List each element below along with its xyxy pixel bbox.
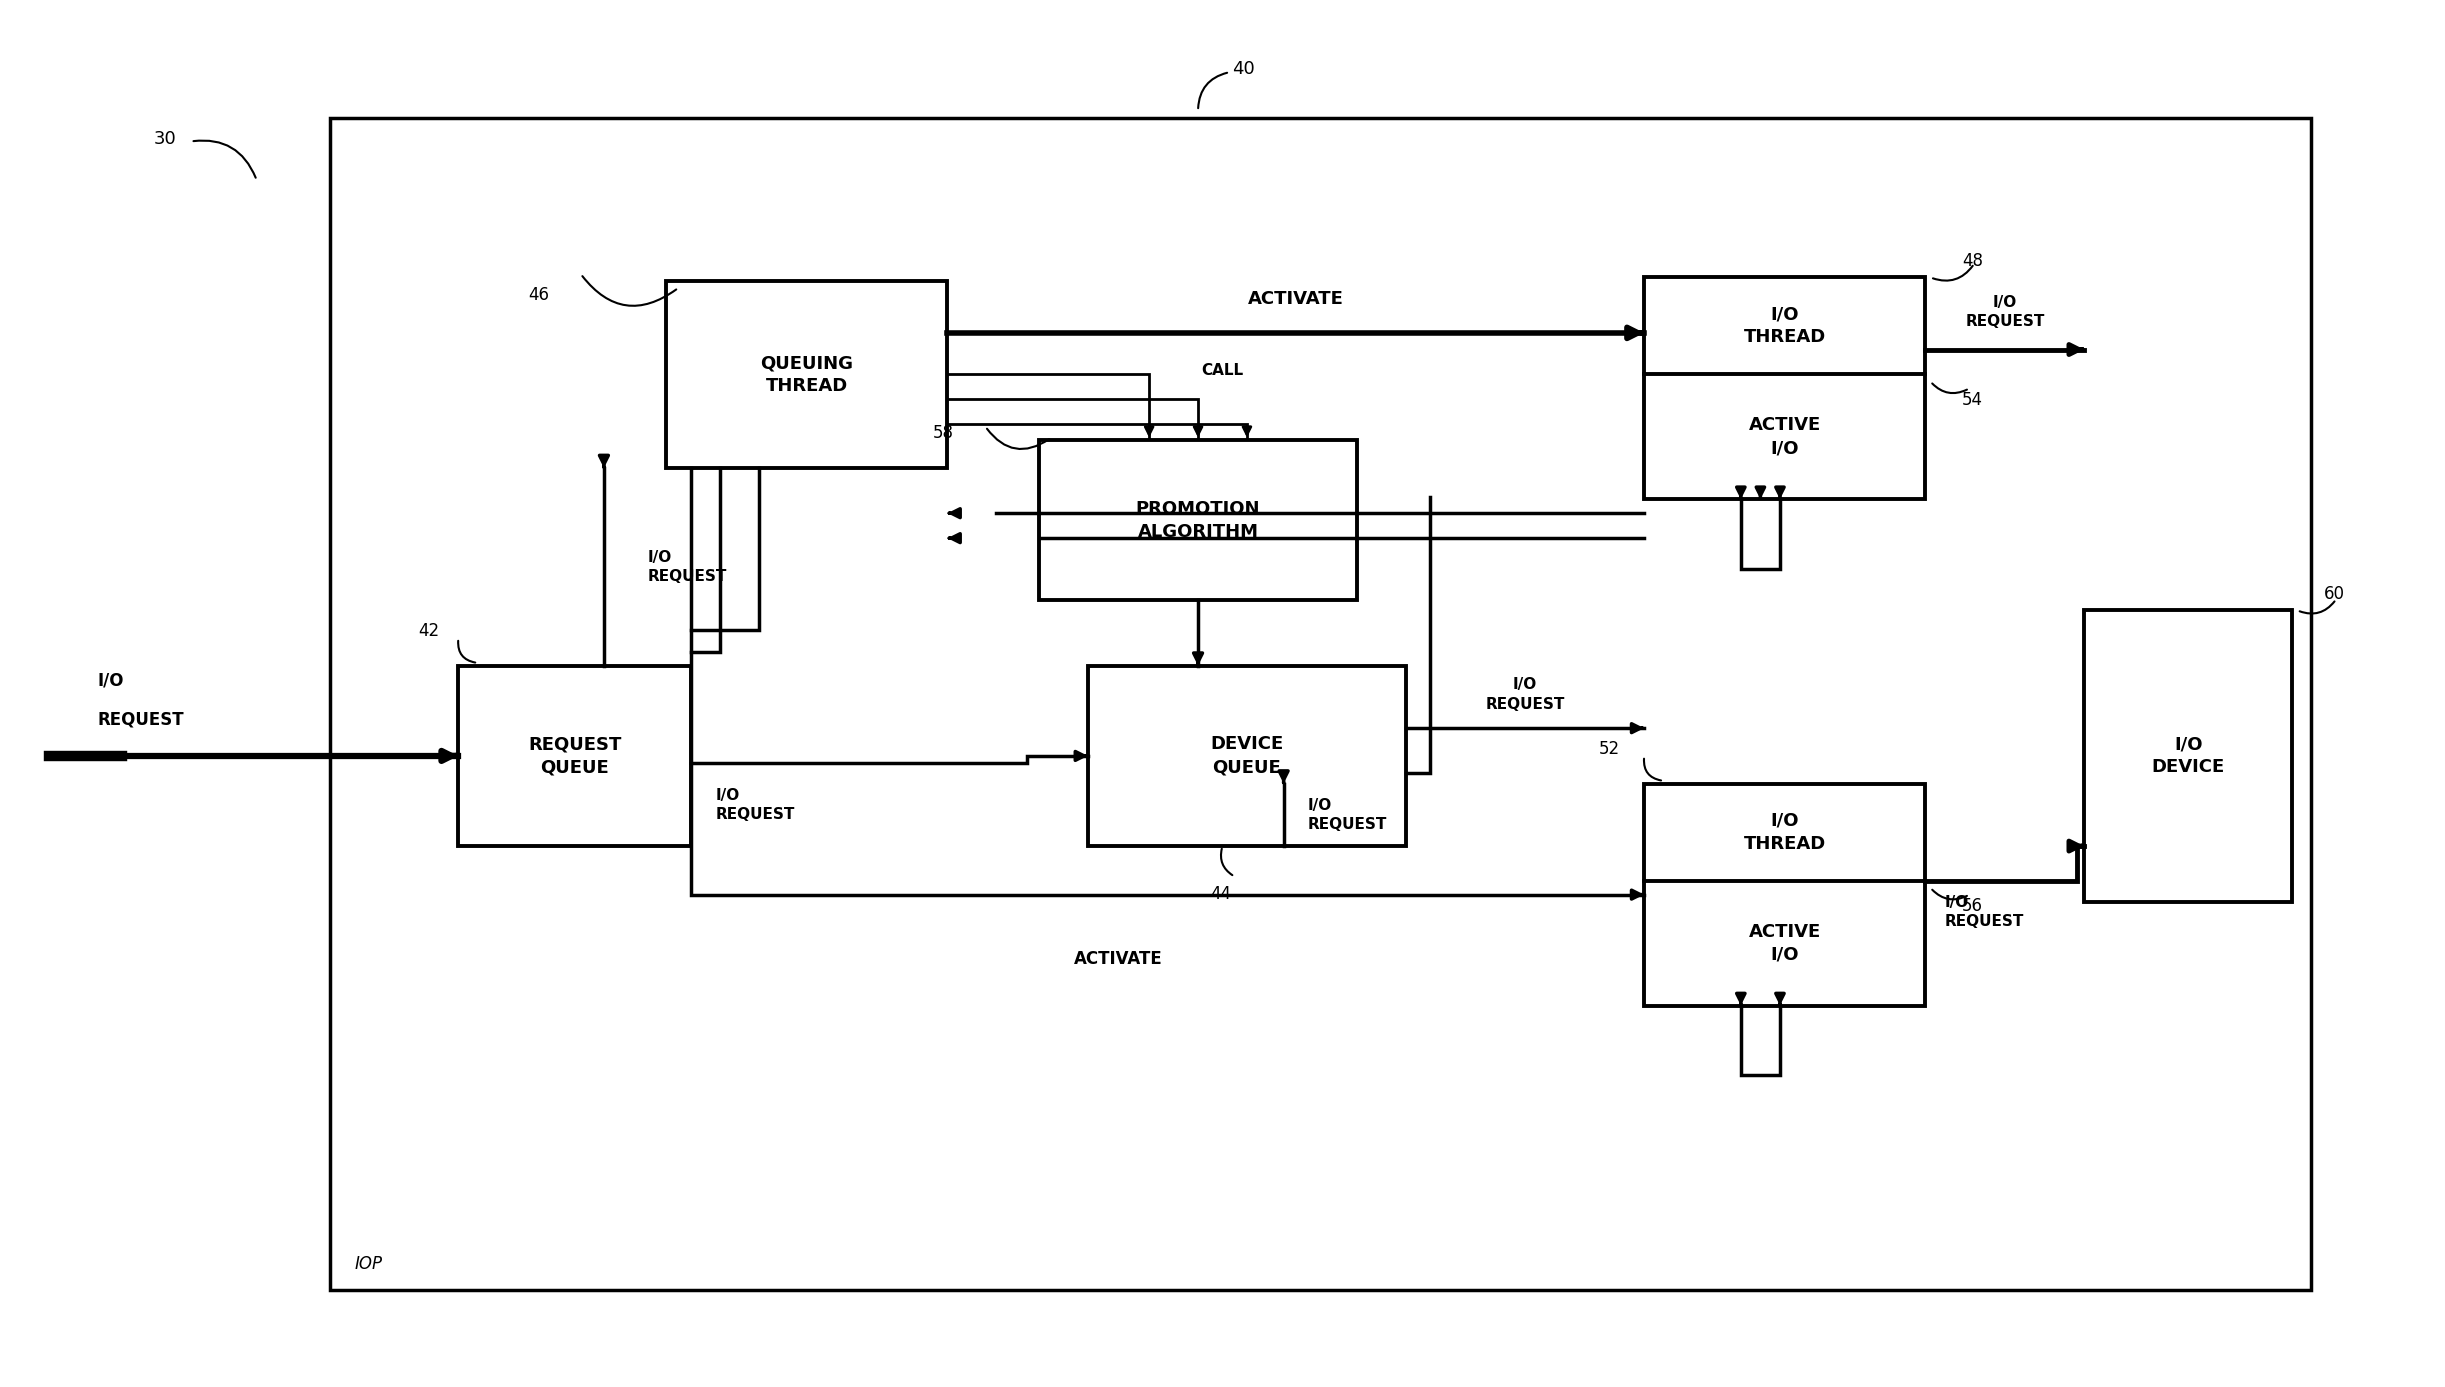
Text: 30: 30: [154, 130, 176, 147]
Text: 58: 58: [932, 424, 954, 442]
Text: I/O
REQUEST: I/O REQUEST: [1308, 798, 1386, 832]
Text: REQUEST
QUEUE: REQUEST QUEUE: [528, 735, 621, 777]
Text: IOP: IOP: [355, 1255, 381, 1273]
Text: REQUEST: REQUEST: [98, 710, 183, 728]
Text: 60: 60: [2323, 585, 2345, 603]
Text: I/O
REQUEST: I/O REQUEST: [1946, 895, 2024, 929]
Text: 46: 46: [528, 286, 548, 304]
Bar: [665, 282, 949, 469]
Bar: [1039, 441, 1357, 599]
Text: I/O: I/O: [98, 671, 125, 689]
Text: I/O
DEVICE: I/O DEVICE: [2152, 735, 2225, 777]
Text: 54: 54: [1961, 391, 1983, 409]
Bar: [1088, 666, 1406, 846]
Bar: [1643, 277, 1927, 499]
Bar: [330, 118, 2311, 1290]
Text: I/O
THREAD: I/O THREAD: [1743, 811, 1826, 853]
Text: ACTIVE
I/O: ACTIVE I/O: [1748, 416, 1822, 458]
Text: QUEUING
THREAD: QUEUING THREAD: [760, 354, 853, 395]
Text: PROMOTION
ALGORITHM: PROMOTION ALGORITHM: [1137, 499, 1259, 541]
Text: ACTIVE
I/O: ACTIVE I/O: [1748, 922, 1822, 964]
Text: 52: 52: [1599, 741, 1619, 757]
Text: I/O
REQUEST: I/O REQUEST: [1487, 677, 1565, 712]
Bar: [1643, 784, 1927, 1006]
Text: ACTIVATE: ACTIVATE: [1073, 950, 1164, 968]
Text: CALL: CALL: [1200, 363, 1245, 379]
Text: I/O
REQUEST: I/O REQUEST: [714, 788, 795, 822]
Text: 48: 48: [1961, 252, 1983, 270]
Bar: [460, 666, 689, 846]
Text: I/O
REQUEST: I/O REQUEST: [648, 549, 726, 584]
Text: 42: 42: [418, 623, 440, 639]
Text: 44: 44: [1210, 885, 1232, 903]
Text: I/O
THREAD: I/O THREAD: [1743, 305, 1826, 347]
Text: 56: 56: [1961, 897, 1983, 915]
Text: ACTIVATE: ACTIVATE: [1247, 290, 1345, 308]
Bar: [2083, 610, 2293, 902]
Text: I/O
REQUEST: I/O REQUEST: [1966, 294, 2044, 329]
Text: DEVICE
QUEUE: DEVICE QUEUE: [1210, 735, 1284, 777]
Text: 40: 40: [1232, 61, 1254, 78]
